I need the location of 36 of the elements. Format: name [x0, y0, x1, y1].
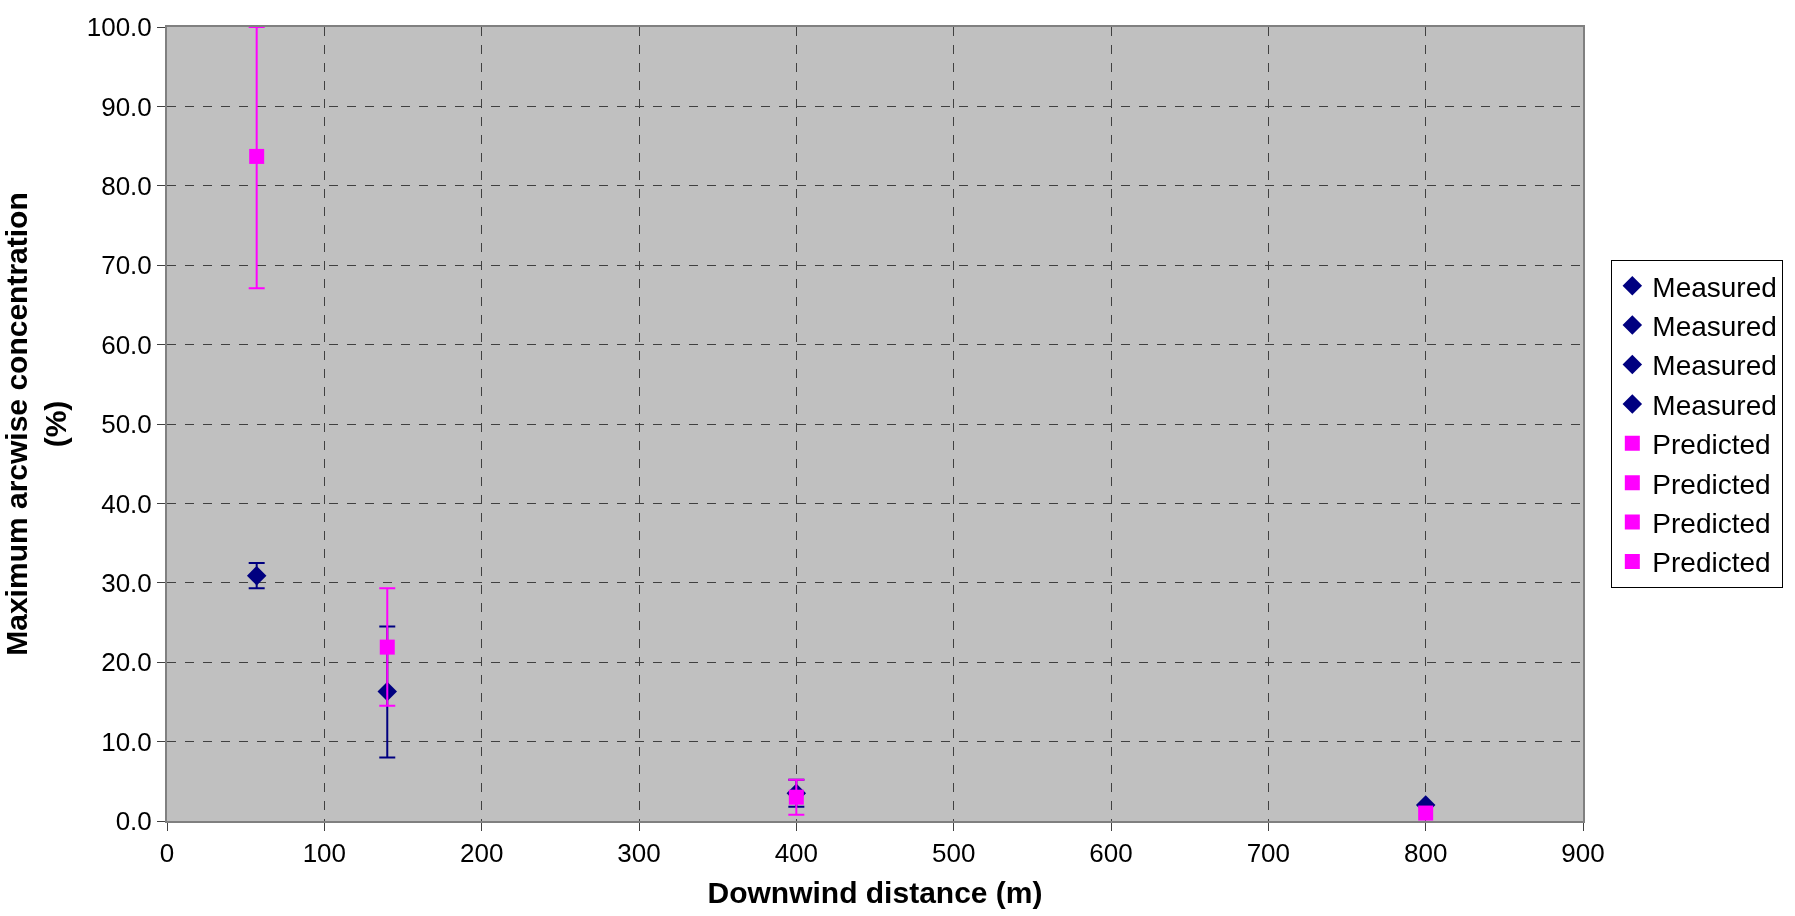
y-tick-label: 30.0	[101, 567, 152, 598]
y-tick-label: 90.0	[101, 91, 152, 122]
legend-label: Measured	[1652, 389, 1777, 421]
point	[1418, 805, 1434, 821]
y-tick-label: 100.0	[86, 12, 152, 43]
x-tick-label: 400	[774, 838, 819, 869]
x-tick-label: 600	[1089, 838, 1133, 869]
point	[246, 565, 267, 586]
y-tick-label: 50.0	[101, 409, 152, 440]
legend-label: Predicted	[1652, 468, 1771, 500]
x-tick-label: 0	[159, 838, 175, 869]
x-tick-label: 800	[1403, 838, 1448, 869]
x-tick-label: 200	[459, 838, 504, 869]
point	[788, 789, 804, 805]
y-tick-label: 10.0	[101, 726, 152, 757]
x-tick-label: 900	[1561, 838, 1605, 869]
legend-label: Predicted	[1652, 429, 1771, 461]
x-axis-title: Downwind distance (m)	[707, 876, 1043, 910]
point	[379, 639, 395, 655]
y-tick-label: 20.0	[101, 647, 152, 678]
x-tick-label: 700	[1246, 838, 1291, 869]
point	[249, 148, 265, 164]
legend-label: Measured	[1652, 350, 1777, 382]
legend-label: Measured	[1652, 271, 1777, 303]
x-tick-label: 300	[617, 838, 661, 869]
legend-label: Measured	[1652, 311, 1777, 343]
legend-label: Predicted	[1652, 508, 1771, 540]
y-axis-title: Maximum arcwise concentration (%)	[0, 192, 72, 656]
y-tick-label: 60.0	[101, 329, 152, 360]
x-tick-label: 100	[302, 838, 347, 869]
legend-label: Predicted	[1652, 547, 1771, 579]
y-tick-label: 40.0	[101, 488, 152, 519]
y-tick-label: 0.0	[115, 806, 152, 837]
y-tick-label: 70.0	[101, 250, 152, 281]
x-tick-label: 500	[931, 838, 976, 869]
y-tick-label: 80.0	[101, 170, 152, 201]
